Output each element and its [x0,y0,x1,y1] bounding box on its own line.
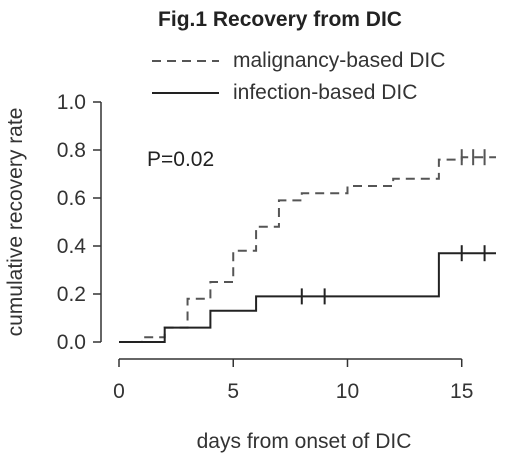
x-tick-label-1: 5 [227,380,239,403]
y-axis-label: cumulative recovery rate [4,108,27,337]
plot-series [119,149,496,343]
legend: malignancy-based DIC infection-based DIC [152,49,445,104]
y-tick-label-2: 0.4 [57,235,87,258]
y-tick-label-4: 0.8 [57,139,86,162]
y-tick-label-5: 1.0 [57,91,86,114]
y-axis: 0.0 0.2 0.4 0.6 0.8 1.0 [57,91,102,354]
x-axis-label: days from onset of DIC [197,430,412,453]
series-line-1 [119,252,496,343]
series-line-0 [119,156,496,343]
x-tick-label-3: 15 [450,380,473,403]
y-tick-label-0: 0.0 [57,331,86,354]
legend-label-1: infection-based DIC [233,81,417,104]
p-value-annotation: P=0.02 [147,148,214,171]
x-tick-label-0: 0 [113,380,125,403]
x-tick-label-2: 10 [336,380,359,403]
y-tick-label-3: 0.6 [57,187,86,210]
x-axis: 0 5 10 15 [113,358,473,403]
chart-title: Fig.1 Recovery from DIC [158,8,402,31]
y-tick-label-1: 0.2 [57,283,86,306]
legend-label-0: malignancy-based DIC [233,49,445,72]
